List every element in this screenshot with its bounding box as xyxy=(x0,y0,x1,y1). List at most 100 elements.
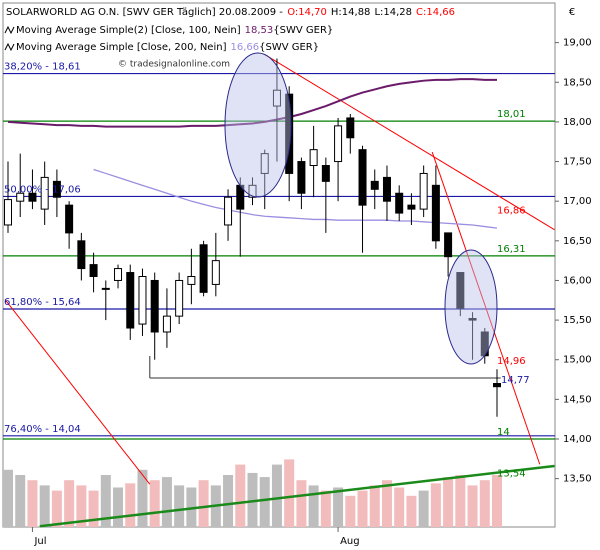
trendline xyxy=(4,299,151,485)
moving-average xyxy=(93,168,498,229)
candle-body xyxy=(321,165,330,182)
volume-bar xyxy=(235,464,246,527)
candle-body xyxy=(260,153,269,174)
candle-body xyxy=(493,383,501,388)
level-label: 76,40% - 14,04 xyxy=(4,424,81,435)
volume-bar xyxy=(39,485,50,527)
candle-body xyxy=(297,161,306,194)
volume-bar xyxy=(284,459,295,527)
y-tick-label: 19,00 xyxy=(563,38,592,49)
candle-body xyxy=(431,184,440,242)
candle-body xyxy=(150,279,159,333)
candle-body xyxy=(175,279,184,317)
y-tick-label: 14,50 xyxy=(563,394,592,405)
volume-bar xyxy=(345,495,356,527)
volume-bar xyxy=(88,490,99,527)
candle-body xyxy=(382,176,391,202)
volume-bar xyxy=(100,475,111,527)
candle-body xyxy=(309,149,318,167)
legend-suffix: {SWV GER} xyxy=(273,25,333,36)
volume-bar xyxy=(296,480,307,527)
candle-body xyxy=(444,232,453,258)
candle-body xyxy=(89,264,98,277)
trendline xyxy=(431,151,541,465)
highlight-ellipse xyxy=(444,249,498,365)
candle-body xyxy=(162,315,171,333)
candle-body xyxy=(285,93,294,174)
candle-body xyxy=(65,204,74,234)
candle-body xyxy=(52,180,61,198)
level-label: 18,01 xyxy=(497,109,526,120)
candle-body xyxy=(224,196,233,226)
trendline xyxy=(39,464,555,528)
candle-body xyxy=(211,260,220,285)
volume-bar xyxy=(357,490,368,527)
volume-bar xyxy=(51,490,62,527)
annotation: 14,96 xyxy=(497,356,526,367)
volume-bar xyxy=(369,485,380,527)
legend-name: Moving Average Simple(2) [Close, 100, Ne… xyxy=(16,25,241,36)
volume-bar xyxy=(467,485,478,527)
volume-bar xyxy=(479,480,490,527)
level-label: 14 xyxy=(497,427,510,438)
candle-body xyxy=(138,275,147,325)
volume-bar xyxy=(3,469,13,527)
volume-bar xyxy=(198,480,209,527)
candle-body xyxy=(248,184,257,198)
volume-bar xyxy=(223,475,234,527)
candle-body xyxy=(419,172,428,210)
volume-bar xyxy=(381,480,392,527)
volume-bar xyxy=(64,480,75,527)
ohlc-label: C:14,66 xyxy=(416,7,455,18)
candle-body xyxy=(272,89,281,107)
volume-bar xyxy=(492,475,502,527)
ohlc-label: H:14,88 xyxy=(331,7,371,18)
price-label: 14,77 xyxy=(501,375,530,386)
ohlc-label: O:14,70 xyxy=(287,7,327,18)
legend-name: Moving Average Simple [Close, 200, Nein] xyxy=(16,42,227,53)
volume-bar xyxy=(418,490,429,527)
candle-body xyxy=(358,149,367,206)
volume-bar xyxy=(271,464,282,527)
x-tick-label: Aug xyxy=(340,536,360,547)
y-tick-label: 13,50 xyxy=(563,474,592,485)
candle-body xyxy=(77,240,86,270)
chart-title: SOLARWORLD AG O.N. [SWV GER Täglich] 20.… xyxy=(6,7,455,18)
volume-bar xyxy=(247,472,258,527)
level-label: 61,80% - 15,64 xyxy=(4,297,81,308)
volume-bar xyxy=(113,487,124,527)
candle-body xyxy=(28,192,37,202)
candle-body xyxy=(126,272,135,329)
legend-icon xyxy=(4,42,15,52)
volume-bar xyxy=(430,483,441,527)
volume-bar xyxy=(455,475,466,527)
volume-bar xyxy=(27,480,38,527)
y-tick-label: 16,50 xyxy=(563,236,592,247)
legend-icon xyxy=(4,25,15,35)
y-tick-label: 16,00 xyxy=(563,275,592,286)
highlight-ellipse xyxy=(224,52,292,198)
ohlc-label: L:14,28 xyxy=(374,7,412,18)
candle-body xyxy=(370,180,379,190)
volume-bar xyxy=(394,487,405,527)
volume-bar xyxy=(15,475,26,527)
volume-bar xyxy=(137,469,148,527)
candle-body xyxy=(114,268,123,281)
candle-body xyxy=(199,244,208,293)
volume-bar xyxy=(443,477,454,527)
candle-body xyxy=(16,192,25,202)
level-label: 50,00% - 17,06 xyxy=(4,184,81,195)
marks xyxy=(3,54,555,528)
volume-bar xyxy=(320,490,331,527)
volume-bar xyxy=(308,485,319,527)
y-tick-label: 18,00 xyxy=(563,117,592,128)
legend-value: 16,66 xyxy=(230,42,259,53)
currency: € xyxy=(569,7,575,18)
candle-body xyxy=(187,275,196,285)
legend-suffix: {SWV GER} xyxy=(259,42,319,53)
watermark: © tradesignalonline.com xyxy=(118,60,230,70)
legend-entry: Moving Average Simple(2) [Close, 100, Ne… xyxy=(16,25,333,36)
level-label: 16,31 xyxy=(497,244,526,255)
